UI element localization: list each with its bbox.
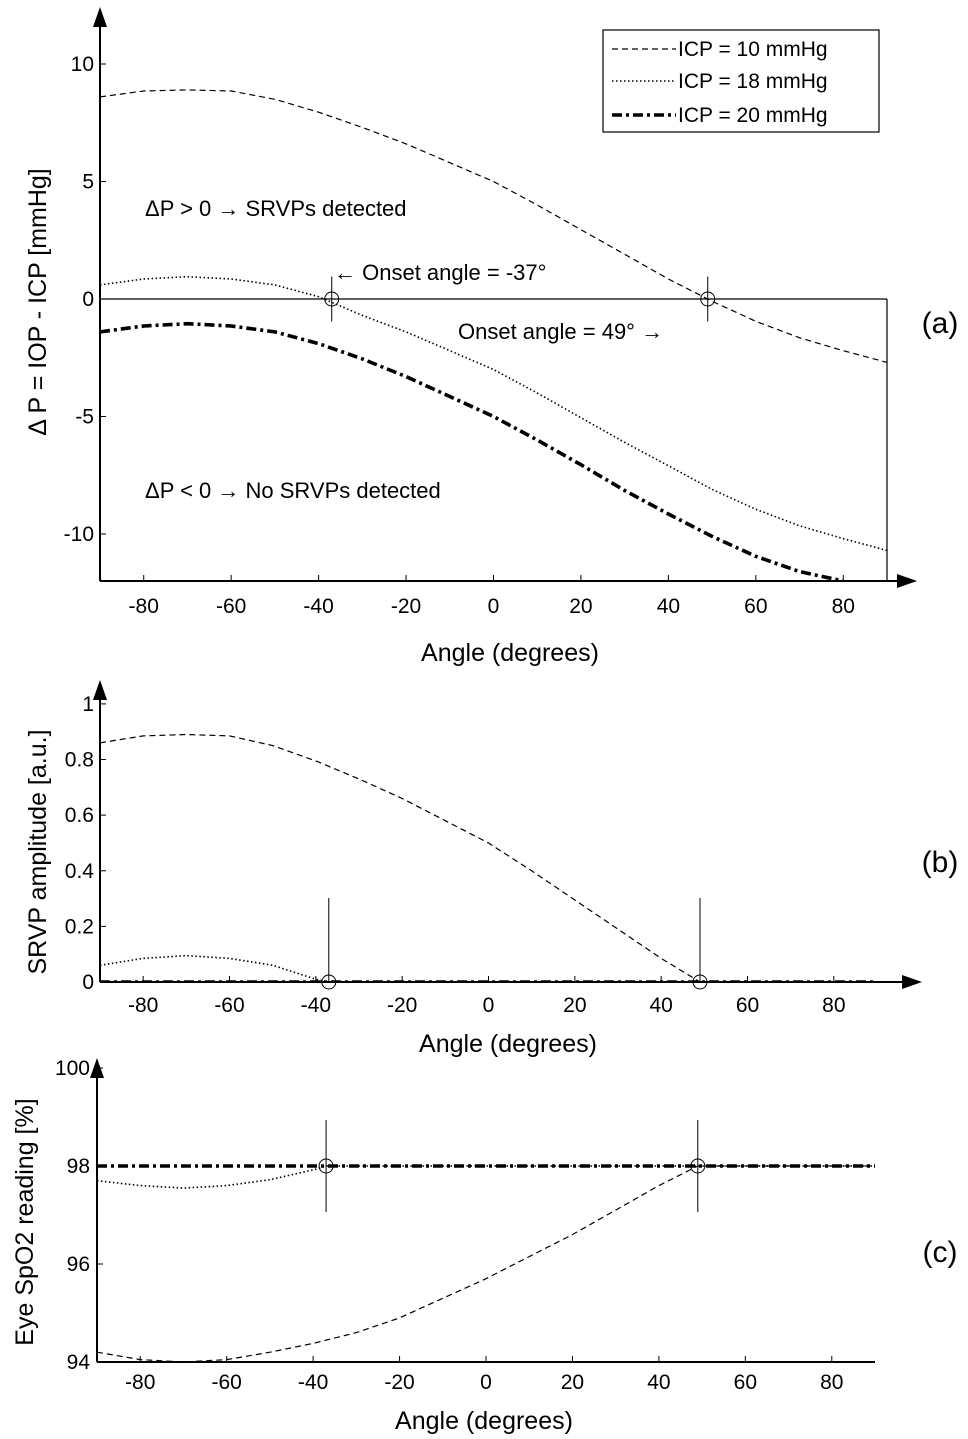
panel-a-xlabel: Angle (degrees) [421,639,599,667]
y-tick-label: 96 [67,1253,90,1276]
y-tick-label: 0 [82,288,94,311]
x-tick-label: 20 [569,595,592,618]
x-tick-label: 0 [480,1371,492,1394]
panel-c-xlabel: Angle (degrees) [395,1407,573,1435]
panel-c-ylabel: Eye SpO2 reading [%] [11,1098,39,1345]
x-tick-label: -80 [129,595,159,618]
onset-marker-circle [324,291,340,307]
x-tick-label: 40 [657,595,680,618]
x-tick-label: 0 [483,994,495,1017]
x-tick-label: -60 [214,994,244,1017]
x-tick-label: -20 [387,994,417,1017]
y-tick-label: 94 [67,1351,91,1374]
y-tick-label: -10 [64,523,94,546]
series-line-icp-20-mmhg [100,321,844,581]
x-tick-label: 40 [649,994,672,1017]
legend-label-icp20: ICP = 20 mmHg [678,104,828,127]
series-line-icp-10-mmhg [97,1165,875,1362]
legend: ICP = 10 mmHg ICP = 18 mmHg ICP = 20 mmH… [602,29,880,133]
onset-marker-circle [692,974,708,990]
y-tick-label: 98 [67,1155,90,1178]
onset-marker-circle [321,974,337,990]
panel-a-ylabel: Δ P = IOP - ICP [mmHg] [24,168,52,435]
onset-marker-circle [318,1158,334,1174]
panel-b-ylabel: SRVP amplitude [a.u.] [24,729,52,974]
x-tick-label: -80 [125,1371,155,1394]
annotation-onset-left: ← Onset angle = -37° [334,260,546,285]
panel-b-label: (b) [922,846,959,879]
x-tick-label: -60 [211,1371,241,1394]
series-line-icp-10-mmhg [100,89,887,363]
series-line-icp-10-mmhg [100,733,877,982]
x-tick-label: -40 [303,595,333,618]
series-line-icp-18-mmhg [100,275,887,552]
annotation-positive: ΔP > 0 → SRVPs detected [145,196,407,221]
x-tick-label: 60 [744,595,767,618]
y-tick-label: 0.2 [65,915,94,938]
y-tick-label: 0.8 [65,749,94,772]
legend-label-icp10: ICP = 10 mmHg [678,38,828,61]
panel-b-plot: -80 -60 -40 -20 0 20 40 60 80 0 0.2 0.4 0.6 0.8 1 [65,680,922,1017]
y-tick-label: 10 [71,53,94,76]
onset-marker-circle [700,291,716,307]
panel-a-label: (a) [922,307,959,340]
x-tick-label: 20 [563,994,586,1017]
x-tick-label: 40 [647,1371,670,1394]
y-tick-label: 100 [55,1057,90,1080]
panel-c-plot: -80 -60 -40 -20 0 20 40 60 80 94 96 98 100 [55,1057,875,1394]
x-tick-label: 0 [488,595,500,618]
panel-a-x-axis-arrow [897,574,917,588]
x-tick-label: 80 [820,1371,843,1394]
annotation-negative: ΔP < 0 → No SRVPs detected [145,478,441,503]
series-line-icp-18-mmhg [100,954,877,982]
y-tick-label: 5 [82,171,94,194]
panel-a-y-axis-arrow [93,7,107,27]
panel-b-x-axis-arrow [902,975,922,989]
x-tick-label: -20 [384,1371,414,1394]
annotation-onset-right: Onset angle = 49° → [458,319,663,344]
x-tick-label: 20 [561,1371,584,1394]
legend-label-icp18: ICP = 18 mmHg [678,70,828,93]
y-tick-label: 0 [82,971,94,994]
y-tick-label: -5 [75,406,94,429]
x-tick-label: 60 [736,994,759,1017]
x-tick-label: -60 [216,595,246,618]
x-tick-label: -80 [128,994,158,1017]
panel-a-plot: -80 -60 -40 -20 0 20 40 60 80 -10 -5 0 5 10 [64,7,917,618]
panel-b-y-axis-arrow [93,680,107,700]
onset-marker-circle [690,1158,706,1174]
panel-c-label: (c) [923,1236,958,1269]
panel-b-xlabel: Angle (degrees) [419,1030,597,1058]
x-tick-label: -20 [391,595,421,618]
y-tick-label: 0.6 [65,804,94,827]
y-tick-label: 1 [82,693,94,716]
x-tick-label: -40 [298,1371,328,1394]
y-tick-label: 0.4 [65,860,95,883]
x-tick-label: -40 [301,994,331,1017]
x-tick-label: 60 [734,1371,757,1394]
series-line-icp-18-mmhg [97,1165,875,1189]
x-tick-label: 80 [822,994,845,1017]
x-tick-label: 80 [832,595,855,618]
